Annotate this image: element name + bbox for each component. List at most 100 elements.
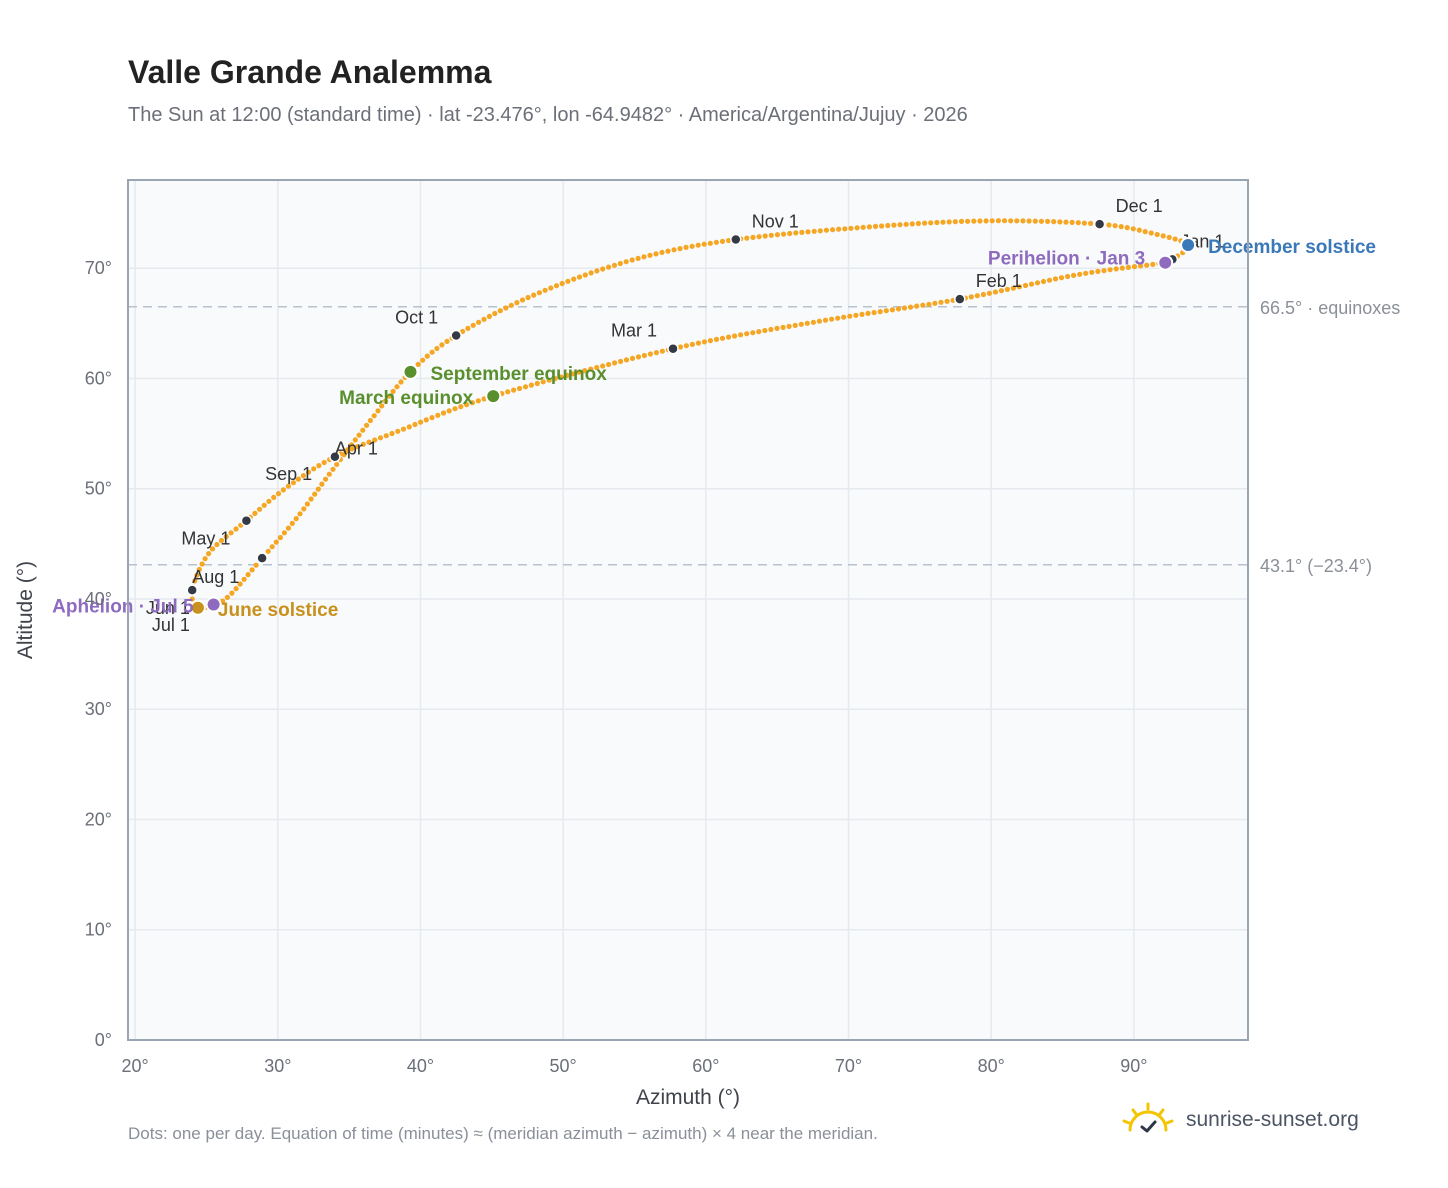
daily-sun-dot <box>952 219 958 225</box>
daily-sun-dot <box>816 318 823 324</box>
daily-sun-dot <box>744 235 750 241</box>
daily-sun-dot <box>372 437 378 443</box>
daily-sun-dot <box>1028 281 1035 287</box>
daily-sun-dot <box>805 229 811 235</box>
x-tick-label: 80° <box>978 1056 1005 1076</box>
daily-sun-dot <box>289 520 295 527</box>
daily-sun-dot <box>629 355 636 361</box>
y-tick-label: 50° <box>85 479 112 499</box>
daily-sun-dot <box>297 511 303 517</box>
daily-sun-dot <box>750 330 756 336</box>
daily-sun-dot <box>647 351 654 357</box>
daily-sun-dot <box>707 240 713 246</box>
daily-sun-dot <box>677 344 684 350</box>
daily-sun-dot <box>312 491 318 497</box>
month-marker-label: Apr 1 <box>335 439 378 459</box>
event-label: September equinox <box>430 364 607 385</box>
x-tick-label: 30° <box>264 1056 291 1076</box>
daily-sun-dot <box>301 506 307 512</box>
daily-sun-dot <box>553 283 560 289</box>
daily-sun-dot <box>701 339 708 345</box>
daily-sun-dot <box>594 268 600 274</box>
daily-sun-dot <box>418 419 424 425</box>
daily-sun-dot <box>1004 286 1011 292</box>
brand[interactable]: sunrise-sunset.org <box>1120 1100 1359 1140</box>
daily-sun-dot <box>885 222 891 229</box>
daily-sun-dot <box>475 398 481 404</box>
daily-sun-dot <box>360 441 366 447</box>
daily-sun-dot <box>406 424 412 430</box>
daily-sun-dot <box>588 366 594 372</box>
daily-sun-dot <box>653 350 660 356</box>
daily-sun-dot <box>762 233 768 239</box>
daily-sun-dot <box>316 463 322 469</box>
daily-sun-dot <box>762 327 768 334</box>
daily-sun-dot <box>558 374 564 380</box>
daily-sun-dot <box>780 324 786 330</box>
daily-sun-dot <box>429 415 435 421</box>
daily-sun-dot <box>998 288 1005 294</box>
daily-sun-dot <box>497 308 503 314</box>
month-marker <box>667 342 679 355</box>
daily-sun-dot <box>249 567 255 573</box>
daily-sun-dot <box>588 270 594 276</box>
daily-sun-dot <box>280 487 286 493</box>
event-marker <box>485 388 502 405</box>
daily-sun-dot <box>1001 218 1008 224</box>
daily-sun-dot <box>214 541 220 548</box>
month-marker-label: Jul 1 <box>152 615 190 635</box>
daily-sun-dot <box>908 304 914 310</box>
daily-sun-dot <box>629 257 635 263</box>
daily-sun-dot <box>508 302 514 308</box>
daily-sun-dot <box>823 227 830 233</box>
daily-sun-dot <box>229 590 235 596</box>
month-marker-label: Oct 1 <box>395 307 438 327</box>
y-tick-label: 10° <box>85 920 112 940</box>
daily-sun-dot <box>435 412 441 418</box>
daily-sun-dot <box>1083 270 1089 276</box>
daily-sun-dot <box>859 311 865 317</box>
daily-sun-dot <box>486 313 492 319</box>
daily-sun-dot <box>798 321 804 327</box>
daily-sun-dot <box>429 349 435 355</box>
daily-sun-dot <box>889 307 896 313</box>
daily-sun-dot <box>300 473 306 479</box>
daily-sun-dot <box>1124 225 1130 231</box>
month-marker-label: Aug 1 <box>192 567 239 587</box>
daily-sun-dot <box>617 260 623 267</box>
daily-sun-dot <box>481 316 487 322</box>
daily-sun-dot <box>895 306 902 312</box>
daily-sun-dot <box>1118 224 1124 230</box>
daily-sun-dot <box>811 228 817 234</box>
daily-sun-dot <box>701 241 707 247</box>
daily-sun-dot <box>968 294 974 300</box>
daily-sun-dot <box>394 384 400 390</box>
month-marker <box>186 584 198 596</box>
daily-sun-dot <box>349 442 355 448</box>
daily-sun-dot <box>1038 218 1044 224</box>
daily-sun-dot <box>915 220 922 227</box>
daily-sun-dot <box>707 338 714 344</box>
daily-sun-dot <box>897 222 903 228</box>
daily-sun-dot <box>860 224 866 230</box>
x-tick-label: 60° <box>692 1056 719 1076</box>
daily-sun-dot <box>476 319 482 325</box>
daily-sun-dot <box>901 305 908 311</box>
daily-sun-dot <box>1045 218 1051 224</box>
daily-sun-dot <box>774 232 781 238</box>
daily-sun-dot <box>1077 271 1083 277</box>
sun-logo-icon <box>1122 1102 1174 1133</box>
daily-sun-dot <box>395 428 401 434</box>
daily-sun-dot <box>677 246 683 252</box>
daily-sun-dot <box>503 305 509 311</box>
daily-sun-dot <box>847 313 853 319</box>
daily-sun-dot <box>321 459 327 466</box>
daily-sun-dot <box>612 360 618 366</box>
event-marker <box>1180 237 1197 254</box>
daily-sun-dot <box>565 278 571 284</box>
daily-sun-dot <box>647 252 653 258</box>
daily-sun-dot <box>323 476 329 482</box>
daily-sun-dot <box>928 220 934 226</box>
daily-sun-dot <box>308 496 314 502</box>
daily-sun-dot <box>611 262 618 268</box>
